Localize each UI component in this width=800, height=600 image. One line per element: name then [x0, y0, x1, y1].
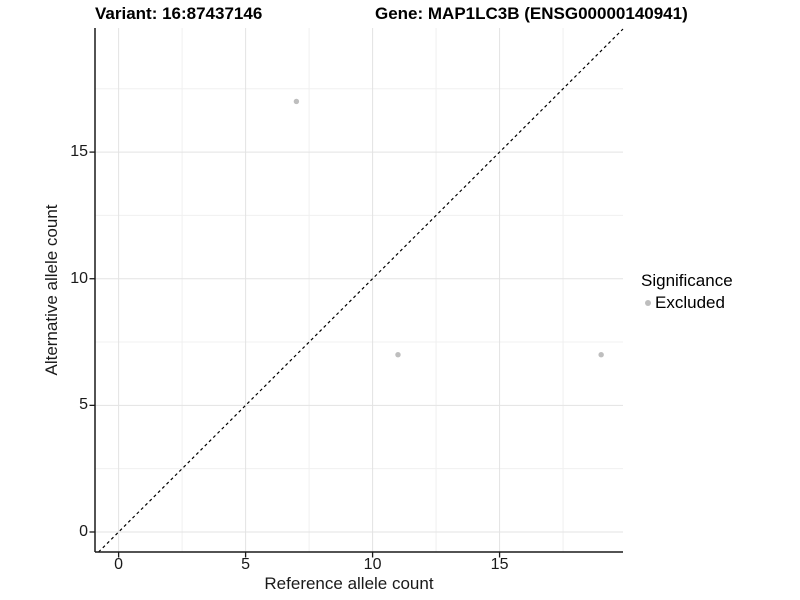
- y-tick-label: 5: [79, 396, 88, 414]
- legend-point-icon: [645, 300, 651, 306]
- y-axis-title: Alternative allele count: [42, 204, 61, 376]
- x-tick-label: 0: [114, 556, 124, 573]
- legend-title: Significance: [641, 271, 733, 290]
- data-point: [293, 98, 300, 105]
- x-axis-title: Reference allele count: [264, 574, 434, 593]
- legend-item-label: Excluded: [655, 293, 725, 312]
- data-point: [395, 352, 401, 358]
- legend: Significance Excluded: [640, 271, 733, 313]
- y-tick-label: 15: [70, 143, 88, 161]
- legend-item-excluded: Excluded: [640, 293, 733, 313]
- identity-line: [98, 28, 624, 553]
- x-tick-label: 15: [490, 556, 509, 573]
- plot-panel: [89, 28, 624, 558]
- plot-title-variant: Variant: 16:87437146: [95, 4, 263, 23]
- x-tick-label: 10: [363, 556, 382, 573]
- y-tick-label: 0: [79, 522, 88, 540]
- y-tick-label: 10: [70, 269, 88, 287]
- plot-title-gene: Gene: MAP1LC3B (ENSG00000140941): [375, 4, 688, 23]
- x-tick-label: 5: [241, 556, 251, 573]
- data-point: [598, 352, 604, 358]
